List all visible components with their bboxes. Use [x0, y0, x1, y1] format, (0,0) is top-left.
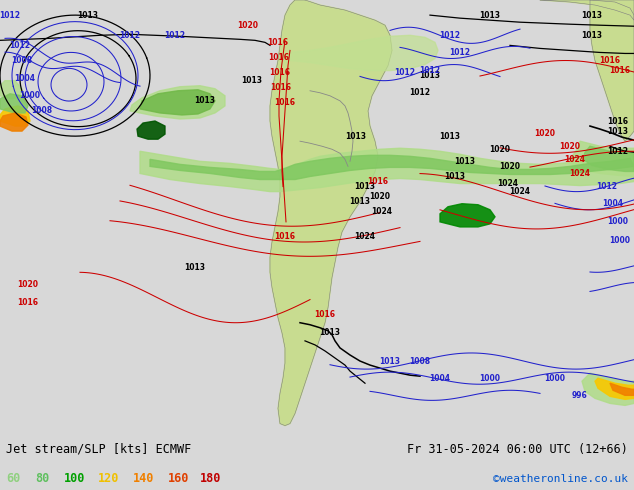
Text: 140: 140: [133, 472, 155, 485]
Polygon shape: [590, 0, 634, 141]
Polygon shape: [130, 86, 225, 119]
Text: 1020: 1020: [489, 145, 510, 154]
Text: 1016: 1016: [269, 53, 290, 62]
Text: 1000: 1000: [607, 218, 628, 226]
Polygon shape: [595, 378, 634, 399]
Polygon shape: [0, 94, 28, 113]
Text: 1016: 1016: [269, 68, 290, 77]
Text: 1013: 1013: [439, 132, 460, 141]
Polygon shape: [570, 141, 634, 176]
Text: 1013: 1013: [195, 97, 216, 105]
Polygon shape: [610, 383, 634, 395]
Polygon shape: [440, 204, 495, 227]
Text: 1013: 1013: [354, 182, 375, 191]
Text: 1000: 1000: [609, 236, 630, 245]
Text: 1013: 1013: [420, 71, 441, 80]
Text: 1024: 1024: [569, 169, 590, 178]
Polygon shape: [0, 106, 30, 126]
Polygon shape: [0, 113, 28, 131]
Text: 80: 80: [35, 472, 49, 485]
Text: 1012: 1012: [10, 41, 30, 50]
Text: 1016: 1016: [275, 232, 295, 242]
Text: 1020: 1020: [18, 280, 39, 289]
Polygon shape: [282, 35, 438, 71]
Text: 1016: 1016: [609, 66, 630, 75]
Text: 1012: 1012: [410, 88, 430, 98]
Text: 1012: 1012: [420, 66, 441, 75]
Polygon shape: [540, 0, 634, 20]
Polygon shape: [137, 121, 165, 139]
Text: 1008: 1008: [11, 56, 32, 65]
Text: 1013: 1013: [479, 11, 500, 20]
Text: 1020: 1020: [370, 192, 391, 201]
Text: 1016: 1016: [600, 56, 621, 65]
Text: 1016: 1016: [368, 177, 389, 186]
Text: 1013: 1013: [455, 157, 476, 166]
Text: 1013: 1013: [77, 11, 98, 20]
Text: 1012: 1012: [450, 48, 470, 57]
Text: Jet stream/SLP [kts] ECMWF: Jet stream/SLP [kts] ECMWF: [6, 443, 191, 456]
Text: Fr 31-05-2024 06:00 UTC (12+66): Fr 31-05-2024 06:00 UTC (12+66): [407, 443, 628, 456]
Text: 1000: 1000: [479, 374, 500, 383]
Text: 996: 996: [572, 391, 588, 400]
Text: 120: 120: [98, 472, 120, 485]
Text: 1013: 1013: [242, 76, 262, 85]
Text: 1013: 1013: [581, 11, 602, 20]
Text: 1012: 1012: [597, 182, 618, 191]
Text: 1024: 1024: [498, 179, 519, 188]
Polygon shape: [583, 146, 634, 171]
Text: ©weatheronline.co.uk: ©weatheronline.co.uk: [493, 474, 628, 484]
Text: 1013: 1013: [380, 357, 401, 366]
Text: 1013: 1013: [184, 263, 205, 272]
Text: 1013: 1013: [607, 126, 628, 136]
Polygon shape: [140, 148, 634, 192]
Text: 160: 160: [168, 472, 190, 485]
Text: 1012: 1012: [119, 31, 141, 40]
Text: 1004: 1004: [602, 199, 623, 208]
Text: 1020: 1020: [534, 128, 555, 138]
Text: 1016: 1016: [607, 117, 628, 125]
Text: 1020: 1020: [500, 162, 521, 171]
Text: 1008: 1008: [32, 106, 53, 116]
Text: 1016: 1016: [271, 83, 292, 92]
Text: 1000: 1000: [20, 91, 41, 100]
Text: 1024: 1024: [564, 155, 586, 164]
Text: 180: 180: [200, 472, 221, 485]
Text: 1012: 1012: [607, 147, 628, 156]
Text: 1013: 1013: [346, 132, 366, 141]
Text: 1012: 1012: [164, 31, 186, 40]
Text: 1012: 1012: [394, 68, 415, 77]
Text: 1016: 1016: [275, 98, 295, 107]
Text: 1020: 1020: [559, 142, 581, 151]
Text: 1000: 1000: [545, 374, 566, 383]
Text: 1024: 1024: [354, 232, 375, 242]
Text: 1012: 1012: [0, 11, 20, 20]
Text: 1016: 1016: [314, 310, 335, 319]
Polygon shape: [0, 81, 22, 99]
Text: 1024: 1024: [372, 207, 392, 216]
Polygon shape: [582, 373, 634, 405]
Polygon shape: [140, 90, 215, 115]
Text: 1012: 1012: [439, 31, 460, 40]
Text: 1013: 1013: [349, 197, 370, 206]
Text: 1008: 1008: [410, 357, 430, 366]
Text: 1013: 1013: [320, 328, 340, 337]
Text: 1016: 1016: [268, 38, 288, 47]
Text: 1004: 1004: [15, 74, 36, 83]
Text: 1004: 1004: [429, 374, 451, 383]
Polygon shape: [150, 155, 634, 179]
Text: 1020: 1020: [238, 21, 259, 30]
Text: 1024: 1024: [510, 187, 531, 196]
Text: 100: 100: [63, 472, 85, 485]
Text: 1013: 1013: [444, 172, 465, 181]
Polygon shape: [270, 0, 392, 426]
Text: 1016: 1016: [18, 298, 39, 307]
Text: 60: 60: [6, 472, 20, 485]
Text: 1013: 1013: [581, 31, 602, 40]
